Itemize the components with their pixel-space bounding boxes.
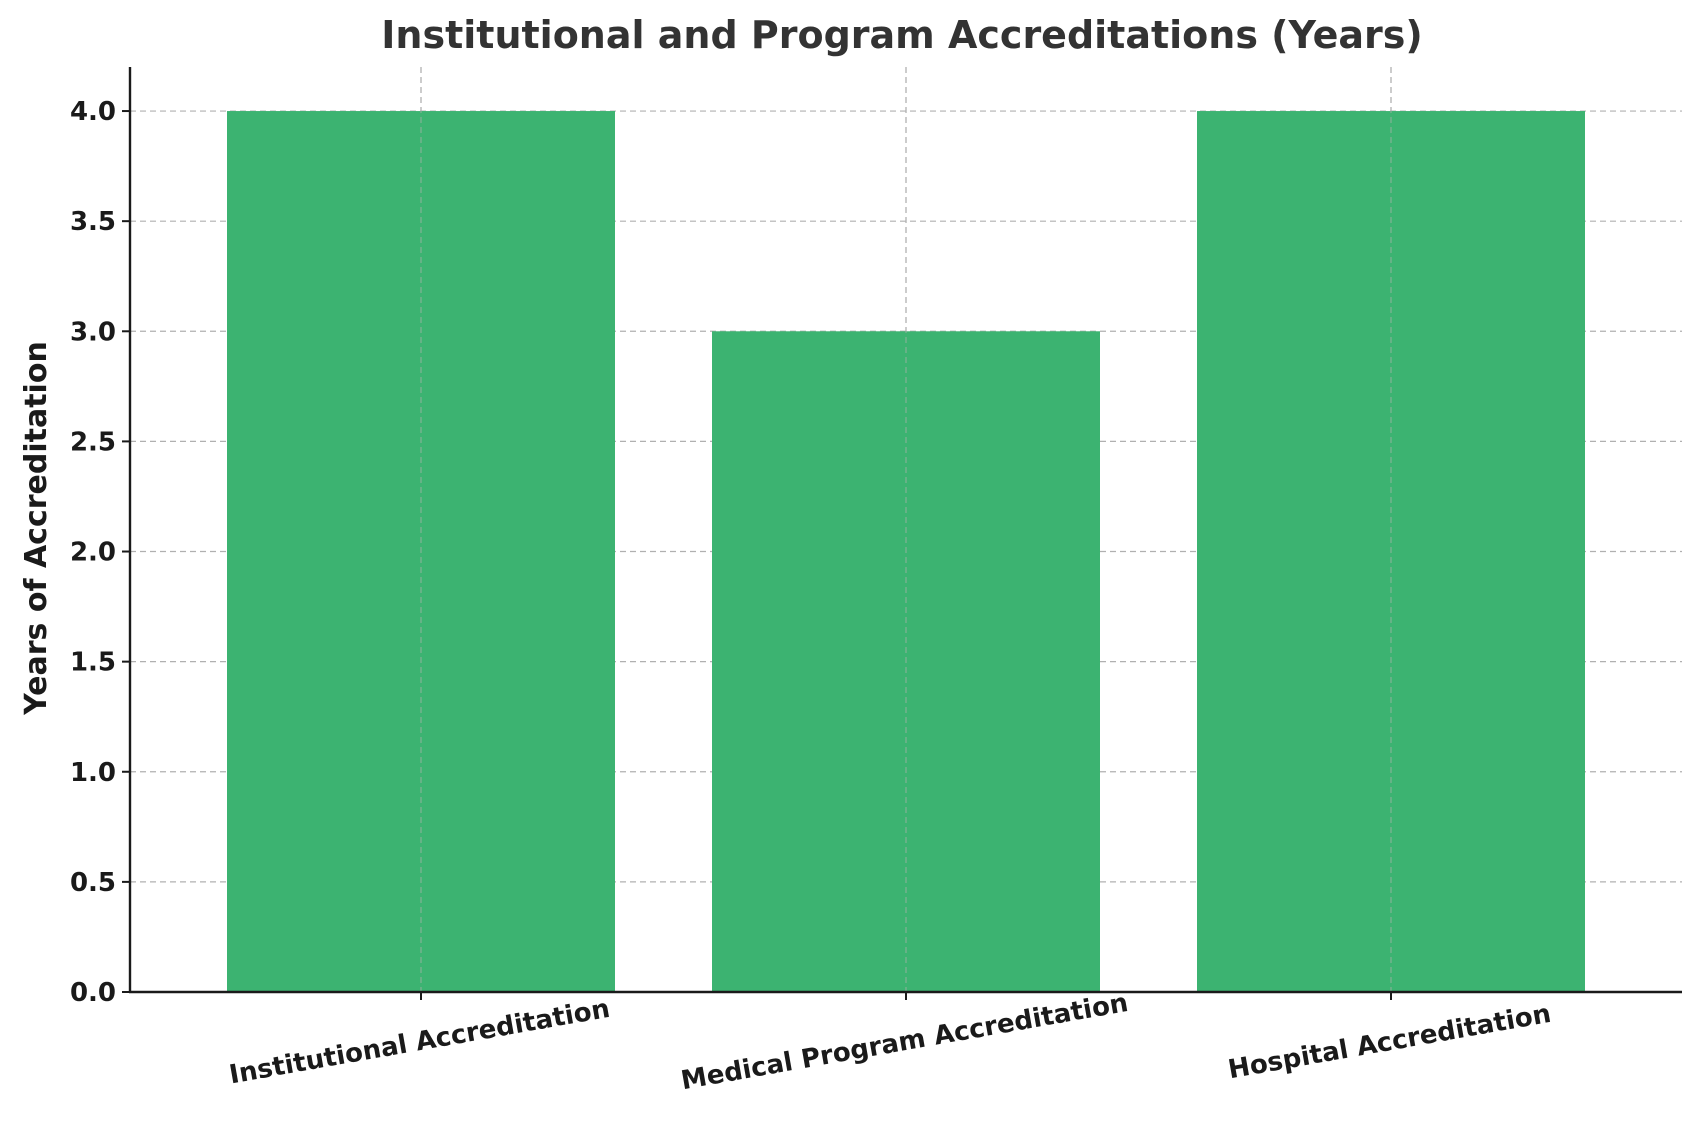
- axes: [122, 67, 1682, 1000]
- y-axis-label: Years of Accreditation: [19, 341, 54, 716]
- y-tick-label: 0.5: [70, 868, 116, 898]
- y-tick-label: 2.0: [70, 538, 116, 568]
- y-tick-label: 4.0: [70, 97, 116, 127]
- x-tick-label: Medical Program Accreditation: [679, 988, 1131, 1096]
- bars: [227, 67, 1585, 993]
- y-tick-label: 2.5: [70, 427, 116, 457]
- x-tick-labels: Institutional Accreditation Medical Progr…: [227, 988, 1553, 1096]
- y-tick-labels: 0.0 0.5 1.0 1.5 2.0 2.5 3.0 3.5 4.0: [70, 97, 116, 1008]
- y-tick-label: 1.5: [70, 648, 116, 678]
- y-tick-label: 1.0: [70, 758, 116, 788]
- y-tick-label: 0.0: [70, 978, 116, 1008]
- y-tick-label: 3.5: [70, 207, 116, 237]
- chart-title: Institutional and Program Accreditations…: [381, 13, 1422, 57]
- x-tick-label: Institutional Accreditation: [227, 994, 612, 1091]
- x-tick-label: Hospital Accreditation: [1226, 999, 1553, 1085]
- y-tick-label: 3.0: [70, 317, 116, 347]
